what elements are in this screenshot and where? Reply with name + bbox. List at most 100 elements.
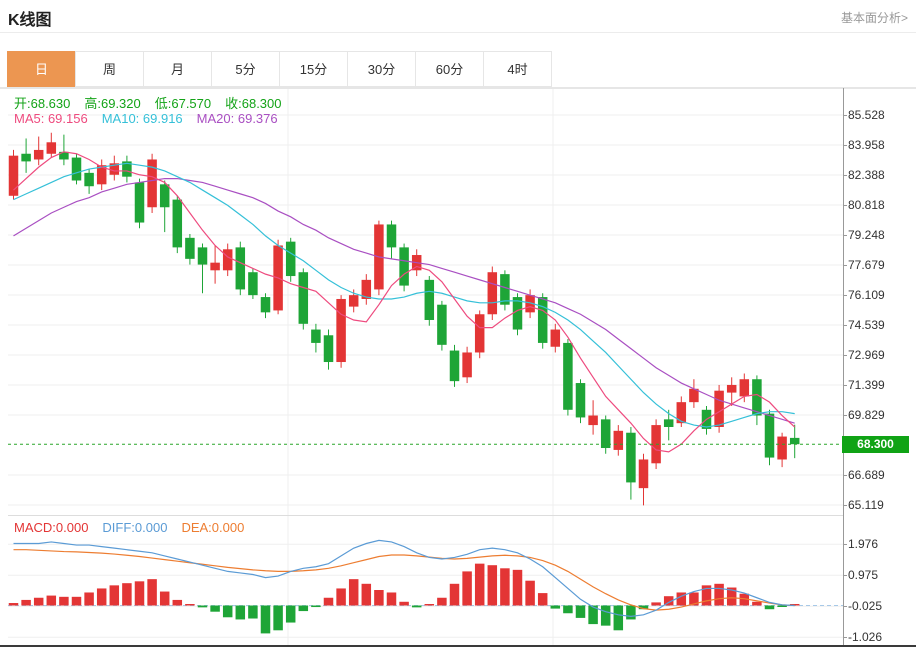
macd-bar: [550, 605, 561, 609]
ohlc-high: 高:69.320: [84, 96, 141, 111]
tab-4hour[interactable]: 4时: [483, 51, 552, 87]
candle-down: [172, 199, 183, 248]
tab-month[interactable]: 月: [143, 51, 212, 87]
candle-down: [512, 297, 523, 330]
candle-down: [386, 224, 397, 248]
macd-bar: [525, 580, 535, 606]
price-tick-label: 82.388: [843, 167, 885, 182]
candle-up: [714, 390, 724, 427]
candle-up: [726, 384, 737, 393]
macd-bar: [663, 596, 674, 606]
candle-down: [323, 335, 334, 363]
macd-bar: [638, 605, 649, 610]
macd-legend: MACD:0.000 DIFF:0.000 DEA:0.000: [14, 520, 258, 535]
candle-down: [84, 172, 94, 187]
candle-up: [109, 163, 120, 175]
price-tick-label: 76.109: [843, 287, 885, 302]
macd-bar: [361, 583, 372, 606]
macd-bar: [764, 605, 775, 610]
macd-bar: [676, 592, 687, 606]
macd-bar: [147, 579, 157, 606]
macd-bar: [273, 605, 283, 631]
macd-bar: [512, 569, 523, 606]
candle-down: [235, 247, 246, 290]
candle-down: [600, 419, 611, 449]
macd-bar: [777, 605, 787, 607]
candle-down: [298, 272, 309, 324]
macd-bar: [8, 603, 19, 606]
candle-down: [185, 237, 195, 259]
candle-down: [752, 379, 762, 416]
ma10-legend: MA10: 69.916: [101, 111, 183, 126]
macd-bar: [537, 593, 548, 606]
candle-up: [474, 314, 485, 353]
tab-15min[interactable]: 15分: [279, 51, 348, 87]
price-tick-label: 65.119: [843, 497, 884, 512]
macd-bar: [487, 565, 498, 606]
macd-bar: [71, 596, 82, 606]
macd-tick-label: 1.976: [842, 537, 879, 552]
tab-week[interactable]: 周: [75, 51, 144, 87]
current-price-badge: 68.300: [842, 436, 909, 453]
header-divider: [0, 32, 916, 33]
candle-down: [575, 383, 586, 418]
candle-down: [311, 329, 321, 343]
candle-up: [147, 159, 157, 208]
candle-up: [638, 459, 649, 489]
macd-bar: [235, 605, 246, 620]
fundamental-analysis-link[interactable]: 基本面分析>: [840, 11, 908, 25]
macd-bar: [109, 585, 120, 606]
tab-day[interactable]: 日: [7, 51, 76, 87]
macd-bar: [789, 604, 800, 606]
macd-bar: [298, 605, 309, 612]
price-tick-label: 72.969: [843, 347, 885, 362]
candle-up: [676, 402, 687, 424]
tab-60min[interactable]: 60分: [415, 51, 484, 87]
macd-bar: [449, 583, 460, 606]
candle-down: [626, 432, 636, 483]
price-tick-label: 83.958: [843, 137, 885, 152]
macd-tick-label: -0.025: [842, 599, 883, 614]
macd-bar: [159, 591, 170, 606]
ohlc-open: 开:68.630: [14, 96, 71, 111]
macd-bar: [248, 605, 258, 619]
macd-bar: [33, 597, 44, 606]
ohlc-legend: 开:68.630 高:69.320 低:67.570 收:68.300: [14, 93, 296, 112]
macd-bar: [84, 592, 94, 606]
tab-30min[interactable]: 30分: [347, 51, 416, 87]
macd-bar: [122, 583, 132, 606]
macd-bar: [210, 605, 220, 612]
macd-tick-label: -1.026: [842, 630, 883, 645]
candle-up: [348, 295, 359, 307]
candle-up: [487, 272, 498, 315]
macd-bar: [651, 602, 661, 606]
macd-bar: [689, 592, 699, 606]
candle-up: [588, 415, 598, 426]
macd-bar: [411, 605, 422, 608]
tabbar-underline: [0, 87, 916, 88]
candle-down: [789, 437, 800, 445]
candle-down: [260, 297, 271, 313]
page-title: K线图: [8, 12, 52, 29]
candle-up: [777, 436, 787, 460]
candle-down: [134, 182, 145, 223]
candle-up: [96, 165, 107, 185]
macd-bar: [285, 605, 296, 623]
candle-up: [462, 352, 472, 378]
macd-bar: [600, 605, 611, 626]
macd-bar: [348, 579, 359, 606]
candle-up: [689, 388, 699, 403]
macd-bar: [260, 605, 271, 634]
candle-up: [222, 249, 233, 271]
macd-bar: [185, 604, 195, 606]
macd-bar: [21, 599, 31, 606]
macd-bar: [134, 581, 145, 606]
macd-bar: [437, 597, 447, 606]
candle-up: [8, 155, 19, 196]
macd-bar: [323, 597, 334, 606]
candle-down: [248, 272, 258, 296]
tab-5min[interactable]: 5分: [211, 51, 280, 87]
macd-bar: [399, 601, 409, 606]
candle-down: [399, 247, 409, 286]
